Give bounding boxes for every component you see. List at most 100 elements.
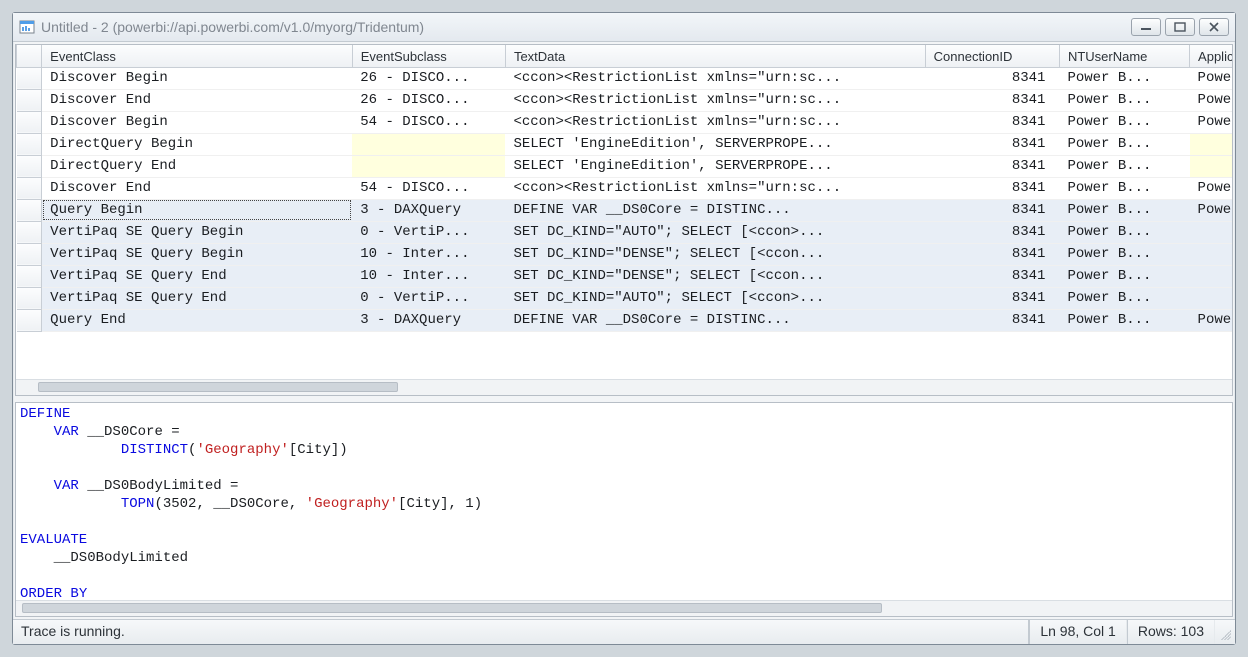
cell-application[interactable]: PowerBI — [1190, 199, 1232, 221]
corner-cell[interactable] — [17, 45, 42, 67]
cell-application[interactable] — [1190, 133, 1232, 155]
table-row[interactable]: Discover End54 - DISCO...<ccon><Restrict… — [17, 177, 1233, 199]
cell-ntusername[interactable]: Power B... — [1059, 177, 1189, 199]
cell-textdata[interactable]: SET DC_KIND="DENSE"; SELECT [<ccon... — [505, 243, 925, 265]
table-row[interactable]: Discover Begin54 - DISCO...<ccon><Restri… — [17, 111, 1233, 133]
row-header[interactable] — [17, 265, 42, 287]
code-hscrollbar[interactable] — [16, 600, 1232, 616]
cell-ntusername[interactable]: Power B... — [1059, 89, 1189, 111]
col-connectionid[interactable]: ConnectionID — [925, 45, 1059, 67]
row-header[interactable] — [17, 177, 42, 199]
code-hscroll-thumb[interactable] — [22, 603, 882, 613]
cell-ntusername[interactable]: Power B... — [1059, 199, 1189, 221]
table-row[interactable]: VertiPaq SE Query Begin0 - VertiP...SET … — [17, 221, 1233, 243]
cell-ntusername[interactable]: Power B... — [1059, 309, 1189, 331]
table-row[interactable]: Query End3 - DAXQueryDEFINE VAR __DS0Cor… — [17, 309, 1233, 331]
cell-ntusername[interactable]: Power B... — [1059, 155, 1189, 177]
cell-textdata[interactable]: SET DC_KIND="DENSE"; SELECT [<ccon... — [505, 265, 925, 287]
cell-textdata[interactable]: <ccon><RestrictionList xmlns="urn:sc... — [505, 89, 925, 111]
cell-connectionid[interactable]: 8341 — [925, 243, 1059, 265]
cell-connectionid[interactable]: 8341 — [925, 177, 1059, 199]
close-button[interactable] — [1199, 18, 1229, 36]
cell-application[interactable]: PowerBI — [1190, 309, 1232, 331]
cell-eventsubclass[interactable] — [352, 155, 505, 177]
row-header[interactable] — [17, 155, 42, 177]
cell-connectionid[interactable]: 8341 — [925, 309, 1059, 331]
maximize-button[interactable] — [1165, 18, 1195, 36]
row-header[interactable] — [17, 89, 42, 111]
titlebar[interactable]: Untitled - 2 (powerbi://api.powerbi.com/… — [13, 13, 1235, 42]
cell-connectionid[interactable]: 8341 — [925, 199, 1059, 221]
cell-eventsubclass[interactable]: 3 - DAXQuery — [352, 199, 505, 221]
table-row[interactable]: VertiPaq SE Query End0 - VertiP...SET DC… — [17, 287, 1233, 309]
grid-hscroll-thumb[interactable] — [38, 382, 398, 392]
cell-textdata[interactable]: <ccon><RestrictionList xmlns="urn:sc... — [505, 67, 925, 89]
cell-eventclass[interactable]: VertiPaq SE Query Begin — [42, 221, 353, 243]
table-row[interactable]: VertiPaq SE Query End10 - Inter...SET DC… — [17, 265, 1233, 287]
cell-application[interactable] — [1190, 243, 1232, 265]
cell-textdata[interactable]: DEFINE VAR __DS0Core = DISTINC... — [505, 309, 925, 331]
cell-application[interactable] — [1190, 265, 1232, 287]
cell-eventclass[interactable]: Query End — [42, 309, 353, 331]
col-eventclass[interactable]: EventClass — [42, 45, 353, 67]
cell-eventclass[interactable]: DirectQuery End — [42, 155, 353, 177]
cell-textdata[interactable]: <ccon><RestrictionList xmlns="urn:sc... — [505, 111, 925, 133]
row-header[interactable] — [17, 221, 42, 243]
cell-ntusername[interactable]: Power B... — [1059, 133, 1189, 155]
cell-eventclass[interactable]: Discover End — [42, 177, 353, 199]
col-eventsubclass[interactable]: EventSubclass — [352, 45, 505, 67]
row-header[interactable] — [17, 67, 42, 89]
cell-textdata[interactable]: SELECT 'EngineEdition', SERVERPROPE... — [505, 133, 925, 155]
cell-ntusername[interactable]: Power B... — [1059, 67, 1189, 89]
cell-eventsubclass[interactable]: 10 - Inter... — [352, 243, 505, 265]
cell-ntusername[interactable]: Power B... — [1059, 221, 1189, 243]
row-header[interactable] — [17, 199, 42, 221]
cell-textdata[interactable]: SELECT 'EngineEdition', SERVERPROPE... — [505, 155, 925, 177]
cell-connectionid[interactable]: 8341 — [925, 89, 1059, 111]
cell-eventsubclass[interactable]: 26 - DISCO... — [352, 67, 505, 89]
cell-connectionid[interactable]: 8341 — [925, 67, 1059, 89]
cell-eventclass[interactable]: VertiPaq SE Query End — [42, 265, 353, 287]
cell-application[interactable] — [1190, 155, 1232, 177]
cell-eventsubclass[interactable]: 0 - VertiP... — [352, 287, 505, 309]
cell-textdata[interactable]: SET DC_KIND="AUTO"; SELECT [<ccon>... — [505, 221, 925, 243]
table-row[interactable]: DirectQuery End SELECT 'EngineEdition', … — [17, 155, 1233, 177]
cell-application[interactable] — [1190, 221, 1232, 243]
cell-eventsubclass[interactable]: 10 - Inter... — [352, 265, 505, 287]
cell-eventclass[interactable]: Discover End — [42, 89, 353, 111]
cell-eventclass[interactable]: Discover Begin — [42, 67, 353, 89]
cell-eventclass[interactable]: Query Begin — [42, 199, 353, 221]
cell-connectionid[interactable]: 8341 — [925, 265, 1059, 287]
cell-eventsubclass[interactable]: 54 - DISCO... — [352, 177, 505, 199]
table-row[interactable]: VertiPaq SE Query Begin10 - Inter...SET … — [17, 243, 1233, 265]
cell-connectionid[interactable]: 8341 — [925, 221, 1059, 243]
minimize-button[interactable] — [1131, 18, 1161, 36]
detail-code-text[interactable]: DEFINE VAR __DS0Core = DISTINCT('Geograp… — [16, 403, 1232, 600]
cell-textdata[interactable]: SET DC_KIND="AUTO"; SELECT [<ccon>... — [505, 287, 925, 309]
cell-connectionid[interactable]: 8341 — [925, 133, 1059, 155]
row-header[interactable] — [17, 287, 42, 309]
table-row[interactable]: Discover End26 - DISCO...<ccon><Restrict… — [17, 89, 1233, 111]
cell-application[interactable] — [1190, 287, 1232, 309]
cell-eventclass[interactable]: VertiPaq SE Query End — [42, 287, 353, 309]
cell-eventsubclass[interactable] — [352, 133, 505, 155]
cell-eventsubclass[interactable]: 54 - DISCO... — [352, 111, 505, 133]
table-row[interactable]: DirectQuery Begin SELECT 'EngineEdition'… — [17, 133, 1233, 155]
cell-application[interactable]: PowerBI — [1190, 89, 1232, 111]
cell-eventsubclass[interactable]: 0 - VertiP... — [352, 221, 505, 243]
cell-eventclass[interactable]: DirectQuery Begin — [42, 133, 353, 155]
cell-application[interactable]: PowerBI — [1190, 67, 1232, 89]
row-header[interactable] — [17, 243, 42, 265]
cell-ntusername[interactable]: Power B... — [1059, 265, 1189, 287]
row-header[interactable] — [17, 111, 42, 133]
cell-eventsubclass[interactable]: 26 - DISCO... — [352, 89, 505, 111]
table-row[interactable]: Discover Begin26 - DISCO...<ccon><Restri… — [17, 67, 1233, 89]
cell-ntusername[interactable]: Power B... — [1059, 243, 1189, 265]
resize-grip[interactable] — [1215, 620, 1235, 644]
cell-application[interactable]: PowerBI — [1190, 111, 1232, 133]
table-row[interactable]: Query Begin3 - DAXQueryDEFINE VAR __DS0C… — [17, 199, 1233, 221]
cell-application[interactable]: PowerBI — [1190, 177, 1232, 199]
col-textdata[interactable]: TextData — [505, 45, 925, 67]
cell-eventclass[interactable]: Discover Begin — [42, 111, 353, 133]
row-header[interactable] — [17, 133, 42, 155]
